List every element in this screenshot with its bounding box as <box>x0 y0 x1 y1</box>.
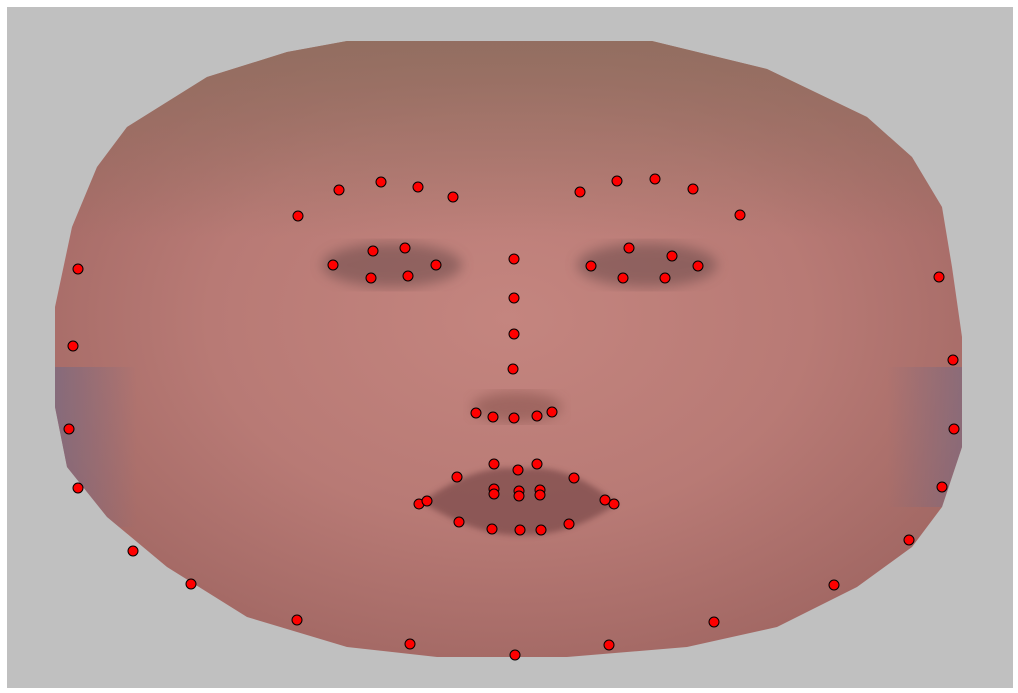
landmark-point-54 <box>568 472 580 484</box>
landmark-point-57 <box>535 524 547 536</box>
landmark-point-8 <box>404 638 416 650</box>
landmark-point-47 <box>659 272 671 284</box>
landmark-point-66 <box>534 489 546 501</box>
face-photo <box>55 41 962 657</box>
landmark-point-21 <box>412 181 424 193</box>
landmark-point-16 <box>947 354 959 366</box>
landmark-point-40 <box>430 259 442 271</box>
landmark-point-1 <box>72 263 84 275</box>
landmark-point-22 <box>447 191 459 203</box>
landmark-point-51 <box>488 458 500 470</box>
eye-left-shadow <box>322 243 462 287</box>
landmark-point-15 <box>948 423 960 435</box>
landmark-point-65 <box>599 494 611 506</box>
landmark-point-39 <box>399 242 411 254</box>
landmark-point-53 <box>531 458 543 470</box>
landmark-point-25 <box>649 173 661 185</box>
landmark-point-19 <box>333 184 345 196</box>
landmark-point-26 <box>687 183 699 195</box>
landmark-point-45 <box>666 250 678 262</box>
landmark-point-28 <box>508 253 520 265</box>
landmark-point-48 <box>617 272 629 284</box>
jaw-shade-right <box>887 367 962 507</box>
landmark-point-7 <box>291 614 303 626</box>
landmark-point-67 <box>513 490 525 502</box>
landmark-point-27 <box>734 209 746 221</box>
landmark-point-55 <box>608 498 620 510</box>
landmark-point-32 <box>470 407 482 419</box>
landmark-point-50 <box>451 471 463 483</box>
landmark-point-37 <box>327 259 339 271</box>
landmark-point-23 <box>574 186 586 198</box>
eye-right-shadow <box>577 243 717 287</box>
landmark-point-17 <box>933 271 945 283</box>
landmark-point-33 <box>487 411 499 423</box>
landmark-point-24 <box>611 175 623 187</box>
landmark-point-61 <box>421 495 433 507</box>
mouth-shape <box>422 467 617 536</box>
landmark-point-12 <box>828 579 840 591</box>
landmark-point-68 <box>488 488 500 500</box>
landmark-point-38 <box>367 245 379 257</box>
landmark-point-35 <box>531 410 543 422</box>
landmark-point-36 <box>546 406 558 418</box>
landmark-point-9 <box>509 649 521 661</box>
landmark-point-41 <box>402 270 414 282</box>
landmark-point-18 <box>292 210 304 222</box>
image-canvas <box>7 7 1013 688</box>
landmark-point-30 <box>508 328 520 340</box>
landmark-point-3 <box>63 423 75 435</box>
landmark-point-56 <box>563 518 575 530</box>
landmark-point-20 <box>375 176 387 188</box>
hair-shade <box>55 41 962 237</box>
landmark-point-2 <box>67 340 79 352</box>
landmark-point-4 <box>72 482 84 494</box>
landmark-point-58 <box>514 524 526 536</box>
landmark-point-6 <box>185 578 197 590</box>
landmark-point-44 <box>623 242 635 254</box>
landmark-point-42 <box>365 272 377 284</box>
landmark-point-14 <box>936 481 948 493</box>
landmark-point-43 <box>585 260 597 272</box>
landmark-point-13 <box>903 534 915 546</box>
landmark-point-46 <box>692 260 704 272</box>
landmark-point-31 <box>507 363 519 375</box>
landmark-points <box>63 173 960 661</box>
face-landmark-image <box>55 41 962 661</box>
landmark-point-52 <box>512 464 524 476</box>
landmark-point-5 <box>127 545 139 557</box>
landmark-point-34 <box>508 412 520 424</box>
landmark-point-60 <box>453 516 465 528</box>
jaw-shade-left <box>55 367 137 527</box>
landmark-point-11 <box>708 616 720 628</box>
landmark-point-29 <box>508 292 520 304</box>
landmark-point-59 <box>486 523 498 535</box>
landmark-point-10 <box>603 639 615 651</box>
